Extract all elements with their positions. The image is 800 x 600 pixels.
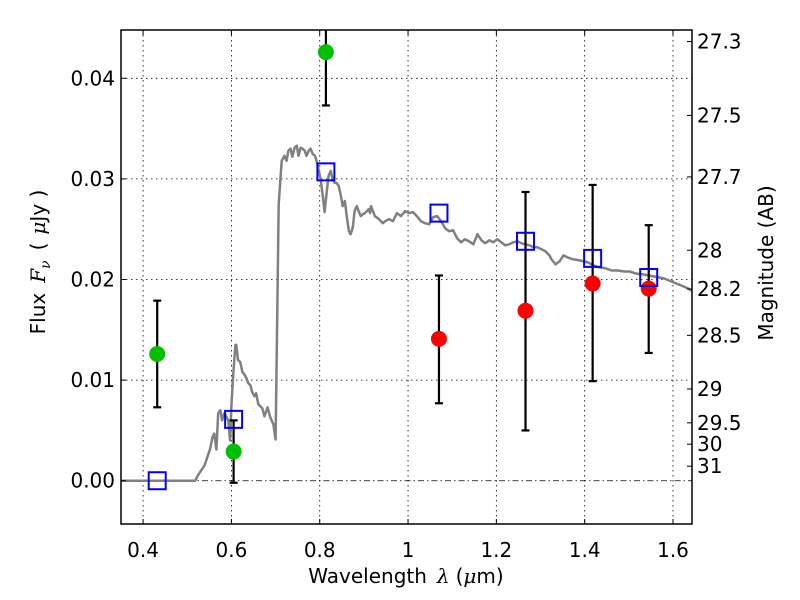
y-axis-label: Flux Fν ( μJy ): [26, 190, 54, 335]
right-tick-label: 29.5: [697, 411, 742, 435]
model-spectrum-line: [121, 144, 693, 482]
right-tick-label: 29: [697, 377, 722, 401]
x-axis-label-unit-mu: μ: [463, 564, 476, 588]
y-tick-labels: 0.00 0.01 0.02 0.03 0.04: [70, 66, 115, 492]
model-photometry-square: [429, 203, 449, 223]
model-photometry-square: [147, 471, 167, 491]
observed-nir-point: [430, 330, 447, 347]
observed-nir-point: [640, 280, 657, 297]
right-axis-label: Magnitude (AB): [754, 185, 778, 340]
right-tick-label: 30: [697, 432, 722, 456]
x-axis-label-unit-open: (: [456, 564, 464, 588]
x-tick-labels: 0.4 0.6 0.8 1 1.2 1.4 1.6: [127, 538, 689, 562]
x-tick-label: 0.4: [127, 538, 159, 562]
observed-optical-point: [317, 44, 334, 61]
y-axis-label-prefix: Flux: [26, 293, 50, 335]
right-tick-label: 27.5: [697, 103, 742, 127]
observed-nir-point: [517, 302, 534, 319]
grid: [121, 30, 692, 524]
right-tick-label: 27.3: [697, 30, 742, 54]
y-tick-label: 0.01: [70, 368, 115, 392]
x-tick-label: 1.2: [480, 538, 512, 562]
x-tick-label: 1: [402, 538, 415, 562]
y-axis-label-unit-mu: μ: [26, 222, 50, 235]
x-axis-label-symbol: λ: [436, 564, 450, 588]
plot-frame: [120, 29, 693, 525]
y-axis-label-unit-open: (: [26, 243, 50, 251]
ticks-layer: [121, 30, 692, 524]
right-tick-label: 31: [697, 454, 722, 478]
model-photometry-square: [316, 162, 336, 182]
model-photometry-square: [639, 268, 659, 288]
points-layer: [149, 44, 657, 460]
y-tick-label: 0.03: [70, 167, 115, 191]
model-photometry-square: [583, 248, 603, 268]
y-tick-label: 0.04: [70, 66, 115, 90]
x-tick-label: 0.6: [215, 538, 247, 562]
x-tick-label: 0.8: [304, 538, 336, 562]
observed-optical-point: [225, 443, 242, 460]
right-tick-label: 28: [697, 238, 722, 262]
right-tick-label: 28.2: [697, 277, 742, 301]
model-photometry-square: [224, 409, 244, 429]
right-tick-label: 28.5: [697, 323, 742, 347]
y-axis-label-symbol: F: [26, 268, 50, 284]
x-axis-label-text: Wavelength: [308, 564, 427, 588]
observed-nir-point: [584, 275, 601, 292]
right-tick-label: 27.7: [697, 165, 742, 189]
spectrum-layer: [121, 144, 693, 482]
squares-layer: [147, 162, 659, 491]
y-axis-label-subscript: ν: [38, 260, 54, 269]
x-tick-label: 1.4: [569, 538, 601, 562]
x-tick-label: 1.6: [657, 538, 689, 562]
observed-optical-point: [149, 345, 166, 362]
y-tick-label: 0.02: [70, 268, 115, 292]
x-axis-label: Wavelength λ (μm): [308, 564, 503, 588]
errorbar-layer: [153, 30, 653, 484]
y-tick-label: 0.00: [70, 469, 115, 493]
x-axis-label-unit-rest: m): [476, 564, 503, 588]
y-axis-label-unit-rest: Jy ): [26, 190, 50, 224]
model-photometry-square: [516, 231, 536, 251]
